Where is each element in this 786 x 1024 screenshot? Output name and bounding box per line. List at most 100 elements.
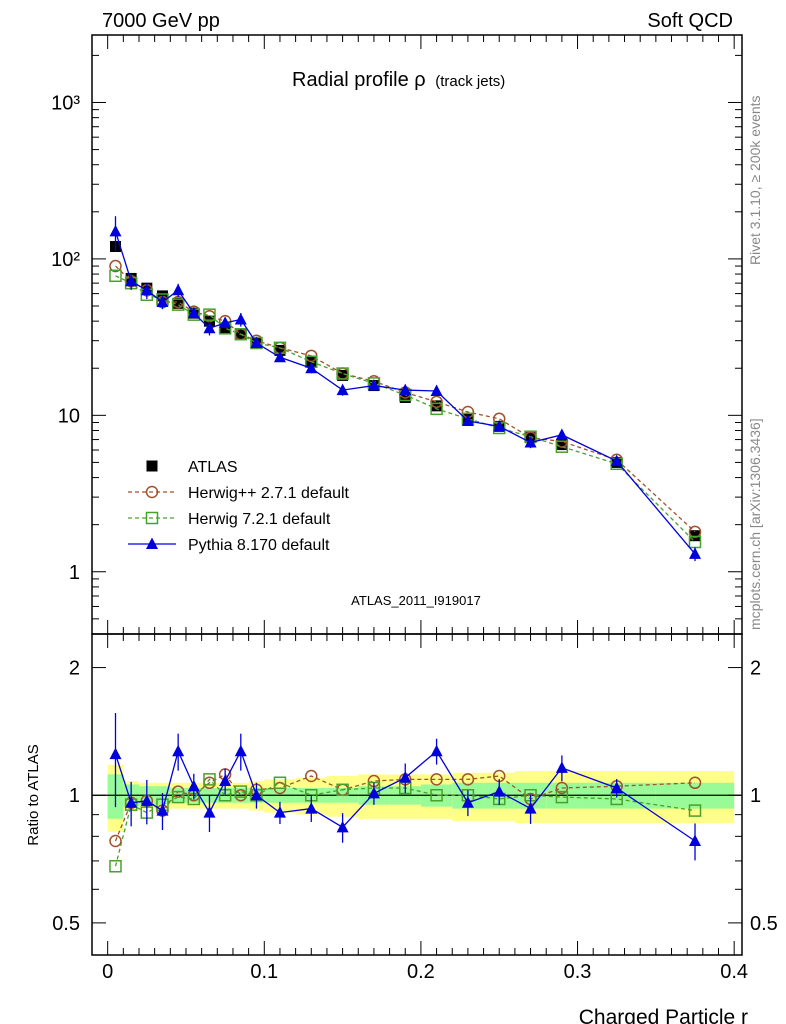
main-marker	[431, 400, 443, 412]
x-tick-label: 0.4	[720, 961, 748, 983]
main-title: Radial profile ρ (track jets)	[292, 69, 505, 91]
ratio-marker	[203, 773, 216, 786]
main-series-line	[115, 275, 696, 543]
ratio-marker	[430, 788, 443, 802]
legend-label: Herwig 7.2.1 default	[188, 511, 331, 528]
ratio-bands	[92, 764, 742, 832]
main-marker	[305, 361, 318, 374]
ratio-marker	[156, 804, 169, 816]
main-marker	[109, 269, 122, 283]
main-marker	[203, 308, 216, 321]
axes-layer: 1 10 10² 10³ 0.5 0.5 1 1 2 2 0 0.1 0.2 0.3 0.4	[51, 34, 778, 983]
main-marker	[219, 322, 231, 334]
main-marker	[109, 224, 122, 237]
main-y-tick-label: 10	[58, 405, 80, 427]
ratio-marker	[305, 802, 318, 814]
main-marker	[109, 259, 122, 273]
main-marker	[555, 428, 568, 440]
ratio-marker	[171, 790, 185, 804]
ratio-marker	[524, 802, 537, 814]
header-left: 7000 GeV pp	[102, 10, 220, 32]
ratio-marker	[610, 781, 623, 794]
main-series-line	[114, 231, 696, 555]
main-marker	[140, 283, 153, 296]
ratio-marker	[125, 796, 138, 808]
main-marker	[367, 379, 380, 391]
main-marker	[430, 384, 443, 397]
main-series-3	[109, 216, 702, 562]
ratio-marker	[187, 779, 200, 792]
legend-label: Pythia 8.170 default	[188, 537, 330, 554]
ratio-marker	[555, 761, 568, 773]
main-marker	[336, 367, 349, 380]
main-marker	[234, 312, 247, 325]
svg-text:Radial profile ρ (track: Radial profile ρ (track jets)	[292, 69, 505, 91]
ratio-marker	[172, 744, 185, 757]
main-title-text: Radial profile ρ	[292, 69, 426, 91]
analysis-watermark: ATLAS_2011_I919017	[351, 593, 481, 608]
mcplots-label: mcplots.cern.ch [arXiv:1306.3436]	[747, 418, 763, 630]
main-marker	[688, 525, 702, 539]
main-marker	[689, 530, 701, 542]
main-marker	[493, 419, 506, 432]
ratio-marker	[273, 776, 287, 790]
main-marker	[524, 436, 537, 448]
rivet-label: Rivet 3.1.10, ≥ 200k events	[747, 95, 763, 265]
main-marker	[171, 298, 185, 311]
ratio-marker	[367, 786, 380, 799]
legend-entry-2: Herwig 7.2.1 default	[128, 511, 331, 528]
ratio-marker	[234, 744, 247, 757]
legend-marker	[145, 511, 159, 525]
ratio-marker	[273, 806, 286, 818]
main-marker	[172, 283, 185, 296]
main-marker	[273, 350, 286, 363]
ratio-marker	[430, 773, 443, 786]
main-marker	[336, 383, 349, 396]
ratio-marker	[305, 769, 318, 783]
series-layer	[109, 216, 702, 873]
legend-marker	[145, 485, 159, 499]
ratio-marker	[493, 785, 506, 797]
ratio-marker	[399, 771, 412, 783]
main-marker	[274, 344, 286, 356]
ratio-marker	[219, 774, 232, 787]
main-marker	[187, 306, 200, 319]
ratio-series-2	[109, 713, 702, 861]
main-marker	[555, 440, 569, 453]
ratio-y-tick-label: 0.5	[52, 913, 80, 935]
main-y-tick-label: 10³	[51, 92, 80, 114]
ratio-marker	[336, 820, 349, 833]
main-marker	[337, 369, 349, 381]
main-marker	[461, 414, 474, 426]
ratio-marker	[109, 834, 122, 848]
ratio-y-tick-label: 2	[69, 658, 80, 680]
ratio-y-axis-label: Ratio to ATLAS	[25, 744, 42, 845]
ratio-y-tick-label-right: 0.5	[750, 913, 778, 935]
ratio-y-tick-label: 1	[69, 785, 80, 807]
x-tick-label: 0.1	[250, 961, 278, 983]
ratio-y-tick-label-right: 1	[750, 785, 761, 807]
ratio-marker	[109, 747, 122, 760]
main-series-line	[115, 265, 696, 533]
ratio-marker	[555, 790, 569, 804]
ratio-series-line	[114, 778, 696, 867]
ratio-marker	[461, 773, 475, 786]
main-marker	[234, 327, 248, 341]
main-series-2	[109, 269, 702, 549]
ratio-frame	[91, 633, 743, 956]
ratio-marker	[140, 794, 153, 806]
ratio-marker	[688, 776, 702, 790]
main-marker	[556, 439, 568, 451]
x-tick-label: 0.3	[564, 961, 592, 983]
ratio-marker	[250, 788, 263, 801]
legend-label: Herwig++ 2.7.1 default	[188, 485, 350, 502]
main-marker	[430, 395, 443, 409]
legend-marker	[146, 460, 158, 472]
ratio-marker	[461, 796, 474, 808]
main-title-suffix: (track jets)	[435, 73, 505, 90]
ratio-series-line	[114, 749, 696, 842]
ratio-marker	[109, 860, 122, 873]
ratio-y-tick-label-right: 2	[750, 658, 761, 680]
main-marker	[125, 274, 138, 287]
legend: ATLAS Herwig++ 2.7.1 default Herwig 7.2.1 …	[128, 459, 350, 554]
